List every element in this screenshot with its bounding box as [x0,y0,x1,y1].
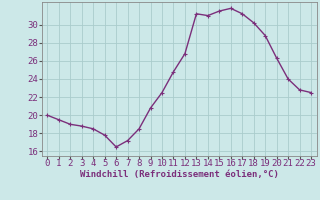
X-axis label: Windchill (Refroidissement éolien,°C): Windchill (Refroidissement éolien,°C) [80,170,279,179]
